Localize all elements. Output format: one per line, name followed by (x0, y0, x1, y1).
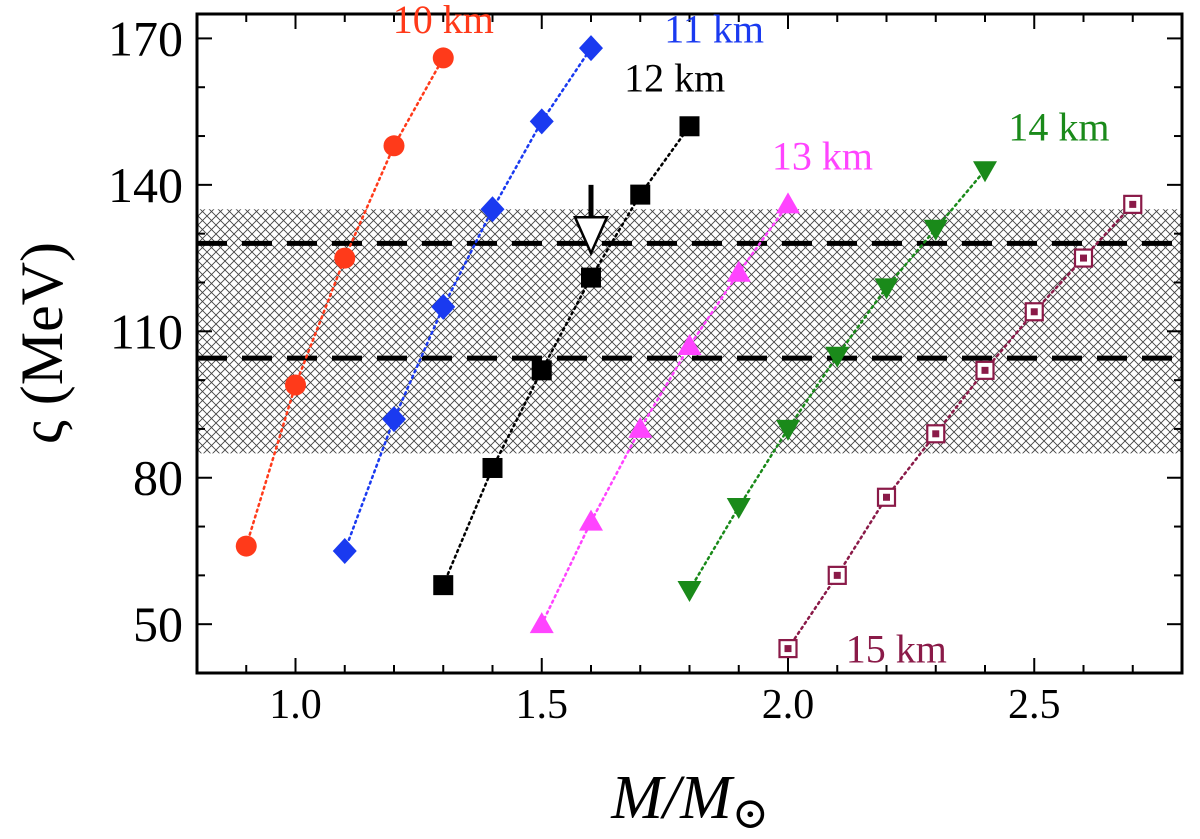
data-point-10-km-4 (383, 135, 405, 157)
data-point-10-km-2 (285, 374, 306, 396)
x-tick-label: 1.5 (516, 682, 569, 728)
data-point-10-km-5 (432, 47, 454, 69)
data-point-15-km-1 (778, 638, 798, 659)
series-label-14-km: 14 km (1008, 104, 1109, 149)
series-line-15-km (786, 203, 1134, 650)
data-point-13-km-3 (628, 416, 653, 438)
data-point-11-km-4 (480, 196, 505, 223)
data-point-15-km-8-core (1129, 200, 1137, 208)
data-point-14-km-2 (726, 498, 751, 520)
data-point-14-km-7 (973, 161, 997, 183)
data-point-11-km-5 (529, 108, 554, 135)
data-point-13-km-1 (529, 612, 554, 634)
series-15-km (778, 194, 1143, 659)
y-tick-label: 170 (108, 10, 183, 66)
uncertainty-band-layer (197, 209, 1182, 454)
data-point-15-km-7 (1073, 248, 1094, 268)
data-point-15-km-4 (926, 424, 946, 444)
data-point-15-km-7-core (1080, 254, 1087, 262)
data-point-11-km-6 (579, 35, 603, 62)
series-line-13-km (540, 203, 790, 626)
series-label-10-km: 10 km (393, 0, 494, 42)
data-point-14-km-3 (776, 419, 800, 441)
y-tick-label: 50 (133, 596, 183, 652)
data-point-15-km-3-core (883, 493, 890, 501)
series-label-12-km: 12 km (624, 55, 725, 100)
data-point-15-km-8 (1123, 194, 1143, 214)
x-axis-label: M/M⊙ (610, 764, 768, 838)
data-point-12-km-6 (679, 116, 700, 137)
data-point-15-km-6 (1024, 302, 1044, 322)
y-tick-label: 80 (133, 450, 183, 506)
data-point-12-km-5 (630, 184, 651, 205)
data-point-15-km-2 (827, 565, 847, 585)
x-tick-label: 2.0 (762, 682, 815, 728)
series-11-km (332, 35, 603, 564)
data-point-13-km-6 (776, 192, 800, 214)
data-point-15-km-6-core (1030, 308, 1038, 316)
data-point-14-km-1 (677, 581, 702, 603)
data-point-13-km-4 (677, 333, 702, 355)
data-point-13-km-2 (579, 509, 603, 531)
indicator-arrow (573, 184, 609, 257)
data-point-14-km-4 (825, 346, 850, 368)
series-label-15-km: 15 km (846, 627, 947, 672)
series-line-11-km (343, 46, 593, 553)
data-point-12-km-1 (433, 575, 454, 596)
data-point-11-km-2 (382, 406, 406, 433)
data-point-10-km-3 (334, 247, 356, 269)
data-point-15-km-3 (876, 487, 897, 507)
x-axis-label-sub: ⊙ (732, 789, 769, 838)
series-14-km (677, 161, 997, 603)
series-label-13-km: 13 km (772, 134, 873, 179)
x-tick-label: 1.0 (269, 682, 322, 728)
indicator-arrow-head (573, 215, 609, 257)
data-point-12-km-4 (581, 267, 601, 288)
data-point-11-km-1 (332, 537, 357, 564)
data-point-15-km-2-core (833, 571, 841, 579)
y-axis-label: ς (MeV) (9, 242, 75, 444)
x-axis-label-main: M/M (610, 764, 735, 832)
series-12-km (433, 116, 700, 596)
series-line-10-km (245, 56, 445, 548)
data-point-14-km-6 (923, 219, 948, 241)
data-point-13-km-5 (726, 260, 751, 282)
series-label-11-km: 11 km (664, 7, 764, 52)
axes-layer: 1.0 1.5 2.0 2.5 50 80 110 140 170 (108, 10, 1184, 728)
data-point-15-km-5-core (981, 366, 989, 374)
axis-ticks (196, 14, 1183, 674)
series-13-km (529, 192, 800, 634)
data-point-15-km-1-core (784, 645, 792, 653)
data-point-11-km-3 (431, 293, 456, 320)
data-point-12-km-2 (482, 457, 503, 478)
series-line-12-km (442, 125, 691, 587)
data-point-15-km-4-core (932, 430, 940, 438)
x-tick-label: 2.5 (1008, 682, 1061, 728)
arrow-layer (573, 184, 609, 257)
data-point-12-km-3 (531, 360, 552, 381)
data-point-14-km-5 (874, 278, 899, 300)
y-tick-label: 140 (108, 157, 183, 213)
data-point-15-km-5 (975, 360, 995, 380)
data-point-10-km-1 (235, 535, 257, 557)
y-tick-label: 110 (110, 303, 183, 359)
series-layer (235, 35, 1143, 659)
series-10-km (235, 47, 454, 557)
